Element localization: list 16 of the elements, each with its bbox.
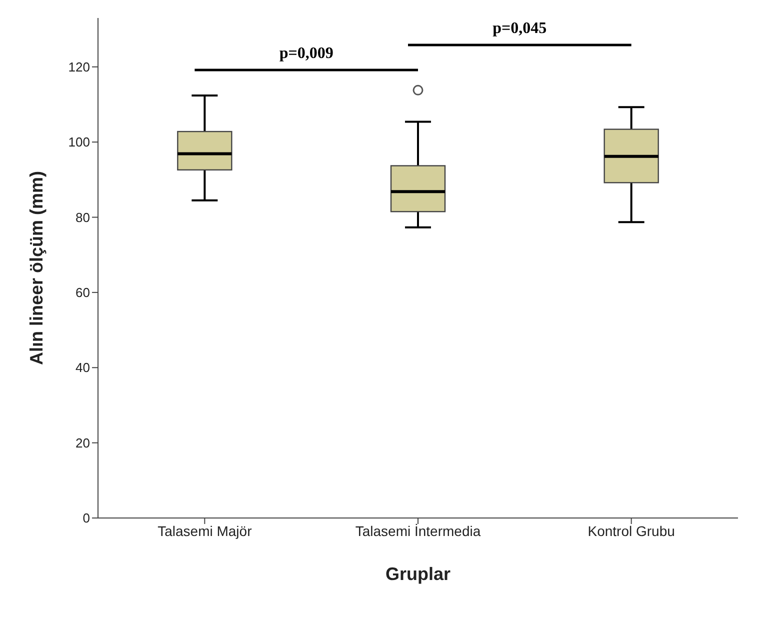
y-tick-label: 0: [82, 510, 90, 526]
x-tick-label: Kontrol Grubu: [588, 522, 675, 539]
y-tick-label: 120: [68, 59, 90, 74]
y-tick-label: 100: [68, 134, 90, 150]
x-axis-title: Gruplar: [385, 564, 451, 584]
annotation: p=0,045: [492, 20, 547, 37]
y-tick-label: 20: [76, 435, 90, 450]
y-tick-label: 60: [76, 285, 90, 300]
annotation: p=0,009: [279, 45, 334, 62]
significance-bracket: p=0,045: [408, 20, 632, 46]
x-tick-label: Talasemi İntermedia: [355, 522, 481, 539]
significance-bracket: p=0,009: [194, 45, 418, 72]
x-tick-label: Talasemi Majör: [158, 522, 252, 539]
y-tick-label: 40: [76, 360, 90, 376]
y-axis-title: Alın lineer ölçüm (mm): [26, 170, 46, 366]
y-tick-label: 80: [76, 210, 90, 225]
